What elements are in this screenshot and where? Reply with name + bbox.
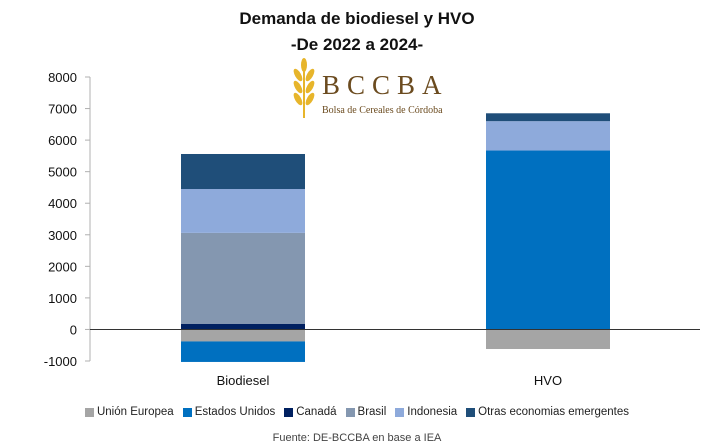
source-note: Fuente: DE-BCCBA en base a IEA — [272, 432, 442, 444]
legend-swatch — [182, 407, 192, 417]
y-tick-label: 0 — [70, 322, 77, 337]
chart-subtitle: -De 2022 a 2024- — [290, 35, 424, 54]
legend-label: Canadá — [296, 406, 337, 418]
x-category-label: HVO — [534, 373, 562, 388]
bar-segment-biodiesel-brasil — [181, 232, 305, 324]
x-category-label: Biodiesel — [217, 373, 270, 388]
y-tick-label: 2000 — [48, 259, 77, 274]
legend-item-brasil: Brasil — [345, 406, 387, 418]
y-tick-label: 3000 — [48, 228, 77, 243]
legend-label: Unión Europea — [96, 406, 174, 418]
legend-item-otras: Otras economias emergentes — [466, 406, 629, 418]
legend-label: Brasil — [357, 406, 387, 418]
legend-item-indonesia: Indonesia — [395, 406, 457, 418]
bccba-logo: BCCBA Bolsa de Cereales de Córdoba — [289, 58, 469, 120]
legend-item-union-europea: Unión Europea — [84, 406, 174, 418]
legend-item-canada: Canadá — [284, 406, 337, 418]
bar-segment-hvo-estados-unidos — [486, 150, 610, 330]
legend-item-estados-unidos: Estados Unidos — [182, 406, 276, 418]
logo-subtitle: Bolsa de Cereales de Córdoba — [322, 105, 443, 116]
legend-swatch — [395, 407, 405, 417]
y-tick-label: 8000 — [48, 70, 77, 85]
logo-name: BCCBA — [322, 70, 449, 100]
legend-label: Indonesia — [407, 406, 458, 418]
bar-segment-biodiesel-otras-economias-emergentes — [181, 153, 305, 190]
bar-segment-biodiesel-unión-europea — [181, 329, 305, 342]
y-tick-label: 6000 — [48, 133, 77, 148]
legend: Unión Europea Estados Unidos Canadá Bras… — [0, 406, 714, 418]
bar-segment-biodiesel-canadá — [181, 323, 305, 330]
wheat-icon — [293, 58, 315, 118]
bar-segment-biodiesel-indonesia — [181, 189, 305, 233]
y-tick-label: 7000 — [48, 102, 77, 117]
y-tick-label: -1000 — [44, 354, 77, 369]
bar-segment-biodiesel-estados-unidos — [181, 341, 305, 362]
legend-swatch — [466, 407, 476, 417]
bar-segment-hvo-unión-europea — [486, 329, 610, 350]
bar-segment-hvo-otras-economias-emergentes — [486, 113, 610, 122]
y-tick-label: 4000 — [48, 196, 77, 211]
y-tick-label: 1000 — [48, 291, 77, 306]
bar-segment-hvo-indonesia — [486, 121, 610, 151]
legend-label: Otras economias emergentes — [478, 406, 630, 418]
y-tick-label: 5000 — [48, 165, 77, 180]
legend-label: Estados Unidos — [194, 406, 276, 418]
chart-title: Demanda de biodiesel y HVO — [239, 9, 475, 28]
legend-swatch — [284, 407, 294, 417]
legend-swatch — [345, 407, 355, 417]
legend-swatch — [84, 407, 94, 417]
